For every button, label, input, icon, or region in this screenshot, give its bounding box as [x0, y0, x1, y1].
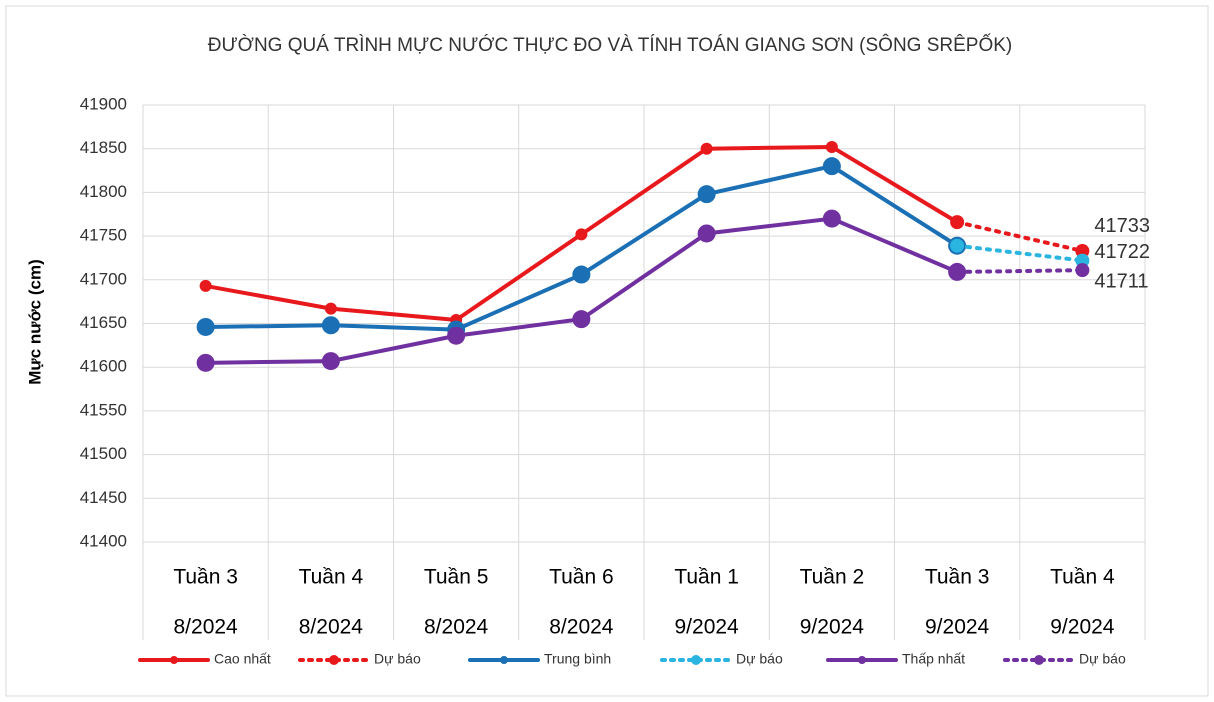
x-tick-label: Tuần 3 [925, 566, 990, 589]
x-tick-label: 9/2024 [800, 616, 865, 639]
y-tick-label: 41600 [80, 357, 127, 376]
y-tick-label: 41850 [80, 138, 127, 157]
data-point [697, 224, 716, 243]
legend-marker [1034, 655, 1044, 665]
data-label: 41722 [1094, 241, 1150, 263]
data-point [447, 326, 466, 345]
data-point [697, 185, 716, 204]
x-tick-label: Tuần 4 [299, 566, 364, 589]
y-tick-label: 41500 [80, 444, 127, 463]
x-tick-label: Tuần 5 [424, 566, 489, 589]
legend-label: Dự báo [374, 651, 421, 667]
y-axis-label: Mực nước (cm) [25, 259, 44, 385]
chart-title: ĐƯỜNG QUÁ TRÌNH MỰC NƯỚC THỰC ĐO VÀ TÍNH… [208, 34, 1013, 56]
x-tick-label: 9/2024 [925, 616, 990, 639]
y-tick-label: 41800 [80, 182, 127, 201]
legend-label: Thấp nhất [902, 651, 965, 667]
data-label: 41733 [1094, 215, 1150, 237]
x-tick-label: 8/2024 [299, 616, 364, 639]
legend-label: Cao nhất [214, 651, 271, 667]
data-point [1075, 243, 1090, 258]
y-tick-label: 41650 [80, 313, 127, 332]
data-point [825, 140, 838, 153]
y-tick-label: 41550 [80, 400, 127, 419]
legend-marker [691, 655, 701, 665]
data-point [1075, 263, 1090, 278]
data-point [950, 238, 965, 253]
x-tick-label: 9/2024 [675, 616, 740, 639]
x-tick-label: 8/2024 [174, 616, 239, 639]
data-point [822, 157, 841, 176]
chart-frame [5, 5, 1209, 697]
x-tick-label: Tuần 1 [674, 566, 739, 589]
data-point [1075, 253, 1090, 268]
x-tick-label: Tuần 4 [1050, 566, 1115, 589]
data-point [196, 317, 215, 336]
x-tick-label: 9/2024 [1050, 616, 1115, 639]
x-tick-label: Tuần 2 [800, 566, 865, 589]
data-point [575, 228, 588, 241]
legend-marker [500, 656, 508, 664]
data-label: 41711 [1094, 270, 1148, 292]
x-tick-label: 8/2024 [549, 616, 614, 639]
y-tick-label: 41400 [80, 531, 127, 550]
x-tick-label: Tuần 6 [549, 566, 614, 589]
data-point [324, 302, 337, 315]
data-point [196, 353, 215, 372]
data-point [950, 264, 965, 279]
data-point [700, 142, 713, 155]
legend-marker [170, 656, 178, 664]
data-point [572, 265, 591, 284]
x-tick-label: Tuần 3 [173, 566, 238, 589]
data-point [199, 279, 212, 292]
data-point [572, 310, 591, 329]
y-tick-label: 41700 [80, 269, 127, 288]
series-line [955, 268, 1085, 274]
data-point [822, 209, 841, 228]
legend-marker [858, 656, 866, 664]
series-line [955, 243, 1085, 263]
legend-label: Dự báo [736, 651, 783, 667]
legend-label: Trung bình [544, 651, 611, 667]
y-tick-label: 41450 [80, 488, 127, 507]
series-line [955, 220, 1085, 253]
data-point [950, 215, 965, 230]
legend-marker [329, 655, 339, 665]
legend-label: Dự báo [1079, 651, 1126, 667]
y-tick-label: 41900 [80, 94, 127, 113]
x-tick-label: 8/2024 [424, 616, 489, 639]
data-point [321, 352, 340, 371]
data-point [321, 316, 340, 335]
y-tick-label: 41750 [80, 226, 127, 245]
